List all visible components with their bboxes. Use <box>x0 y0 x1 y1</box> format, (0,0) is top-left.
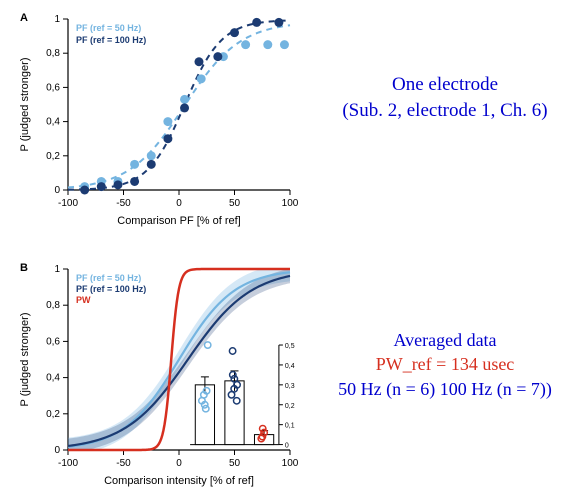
svg-text:0,2: 0,2 <box>46 409 60 420</box>
svg-text:0: 0 <box>54 185 60 196</box>
svg-text:-100: -100 <box>58 458 78 469</box>
svg-text:50: 50 <box>229 198 241 209</box>
svg-text:0,8: 0,8 <box>46 300 60 311</box>
svg-text:0,4: 0,4 <box>46 373 60 384</box>
svg-text:1: 1 <box>54 14 60 25</box>
svg-text:1: 1 <box>54 264 60 275</box>
svg-text:50: 50 <box>229 458 241 469</box>
svg-text:PF (ref = 50 Hz): PF (ref = 50 Hz) <box>76 23 141 33</box>
svg-text:0,4: 0,4 <box>46 117 60 128</box>
svg-text:0,2: 0,2 <box>46 151 60 162</box>
svg-text:0: 0 <box>176 458 182 469</box>
svg-text:0: 0 <box>285 443 289 450</box>
svg-text:0,1: 0,1 <box>285 423 295 430</box>
svg-text:A: A <box>20 12 28 24</box>
svg-text:-100: -100 <box>58 198 78 209</box>
svg-text:PF (ref = 100 Hz): PF (ref = 100 Hz) <box>76 284 146 294</box>
caption-b-line3: 50 Hz (n = 6) 100 Hz (n = 7)) <box>320 377 570 401</box>
panel-b-caption: Averaged data PW_ref = 134 usec 50 Hz (n… <box>320 328 570 401</box>
svg-text:0,8: 0,8 <box>46 48 60 59</box>
panel-a-caption: One electrode (Sub. 2, electrode 1, Ch. … <box>320 72 570 123</box>
svg-text:B: B <box>20 262 28 274</box>
svg-text:PW: PW <box>76 295 91 305</box>
panel-b-chart: B -100 -50 0 50 100 0 0,2 0,4 0,6 0,8 1 Comparison i… <box>10 255 300 490</box>
svg-text:0: 0 <box>176 198 182 209</box>
svg-text:Comparison PF [% of ref]: Comparison PF [% of ref] <box>117 215 241 227</box>
svg-text:0,3: 0,3 <box>285 383 295 390</box>
svg-text:0,6: 0,6 <box>46 82 60 93</box>
caption-a-line1: One electrode <box>320 72 570 98</box>
svg-text:100: 100 <box>282 198 299 209</box>
caption-b-line2: PW_ref = 134 usec <box>320 352 570 376</box>
caption-b-line1: Averaged data <box>320 328 570 352</box>
svg-text:PF (ref = 100 Hz): PF (ref = 100 Hz) <box>76 35 146 45</box>
svg-text:PF (ref = 50 Hz): PF (ref = 50 Hz) <box>76 273 141 283</box>
svg-text:0,2: 0,2 <box>285 403 295 410</box>
svg-text:P (judged stronger): P (judged stronger) <box>19 58 31 152</box>
svg-text:0: 0 <box>54 445 60 456</box>
caption-a-line2: (Sub. 2, electrode 1, Ch. 6) <box>320 98 570 124</box>
svg-text:0,4: 0,4 <box>285 363 295 370</box>
svg-text:-50: -50 <box>116 198 131 209</box>
svg-text:-50: -50 <box>116 458 131 469</box>
svg-text:100: 100 <box>282 458 299 469</box>
svg-text:0,5: 0,5 <box>285 343 295 350</box>
panel-a-chart: A -100 -50 0 50 100 0 0,2 0,4 0,6 0,8 1 Comparison P… <box>10 5 300 230</box>
svg-text:Comparison intensity [% of ref: Comparison intensity [% of ref] <box>104 475 254 487</box>
svg-text:0,6: 0,6 <box>46 336 60 347</box>
svg-text:P (judged stronger): P (judged stronger) <box>19 313 31 407</box>
